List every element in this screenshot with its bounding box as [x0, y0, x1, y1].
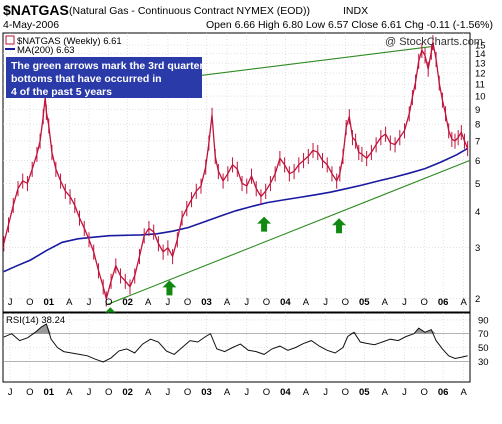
- rsi-tick-label: 50: [478, 343, 489, 354]
- x-tick-label: A: [145, 387, 152, 398]
- x-tick-label: J: [244, 387, 249, 398]
- price-tick-label: 9: [475, 105, 480, 116]
- x-tick-label: 05: [359, 387, 370, 398]
- x-tick-label: A: [303, 297, 310, 308]
- price-legend: $NATGAS (Weekly) 6.61 MA(200) 6.63: [5, 35, 122, 56]
- x-tick-label: O: [26, 297, 33, 308]
- watermark: @ StockCharts.com: [385, 36, 483, 48]
- price-tick-label: 15: [475, 41, 486, 52]
- price-tick-label: 8: [475, 120, 480, 131]
- rsi-tick-label: 90: [478, 315, 489, 326]
- x-tick-label: A: [382, 387, 389, 398]
- annotation-line: 4 of the past 5 years: [11, 86, 112, 98]
- x-tick-label: J: [8, 297, 13, 308]
- x-tick-label: A: [224, 387, 231, 398]
- price-legend-label: $NATGAS (Weekly) 6.61: [17, 36, 122, 47]
- x-tick-label: 05: [359, 297, 370, 308]
- x-tick-label: 03: [201, 297, 212, 308]
- x-tick-label: J: [8, 387, 13, 398]
- chart-exchange: INDX: [343, 5, 368, 17]
- rsi-axis: 30 50 70 90: [478, 315, 489, 367]
- chart-date: 4-May-2006: [3, 19, 59, 31]
- x-tick-label: O: [342, 387, 349, 398]
- x-tick-label: J: [165, 387, 170, 398]
- x-tick-label: 04: [280, 297, 291, 308]
- rsi-gridlines: [3, 313, 470, 382]
- price-tick-label: 4: [475, 207, 480, 218]
- rsi-x-axis: J O 01 A J O 02 A J O 03 A J O 04 A J O 05 A J O 06 A: [8, 387, 468, 398]
- price-x-axis: J O 01 A J O 02 A J O 03 A J O 04 A J O 05 A J O 06 A: [8, 297, 468, 308]
- price-tick-label: 10: [475, 92, 486, 103]
- x-tick-label: O: [263, 297, 270, 308]
- chart-symbol: $NATGAS: [3, 2, 69, 18]
- x-tick-label: O: [263, 387, 270, 398]
- x-tick-label: A: [382, 297, 389, 308]
- x-tick-label: A: [145, 297, 152, 308]
- rsi-line: [3, 323, 468, 363]
- annotation-box: [6, 57, 202, 98]
- price-tick-label: 7: [475, 136, 480, 147]
- green-arrow-icon: [257, 216, 272, 232]
- x-tick-label: 02: [122, 297, 133, 308]
- price-tick-label: 12: [475, 69, 486, 80]
- x-tick-label: A: [66, 297, 73, 308]
- ma-200-line: [3, 147, 469, 273]
- x-tick-label: J: [402, 387, 407, 398]
- x-tick-label: O: [26, 387, 33, 398]
- rsi-tick-label: 30: [478, 357, 489, 368]
- annotation-text: The green arrows mark the 3rd quarter bot…: [11, 60, 204, 98]
- chart-description: (Natural Gas - Continuous Contract NYMEX…: [69, 5, 310, 17]
- price-tick-label: 6: [475, 156, 480, 167]
- rsi-legend-label: RSI(14) 38.24: [6, 315, 65, 326]
- x-tick-label: 01: [43, 387, 54, 398]
- x-tick-label: 03: [201, 387, 212, 398]
- annotation-line: The green arrows mark the 3rd quarter: [11, 60, 204, 72]
- x-tick-label: J: [165, 297, 170, 308]
- x-tick-label: 06: [438, 297, 449, 308]
- x-tick-label: A: [224, 297, 231, 308]
- trendline: [105, 159, 471, 306]
- x-tick-label: 06: [438, 387, 449, 398]
- x-tick-label: A: [461, 387, 468, 398]
- x-tick-label: 02: [122, 387, 133, 398]
- x-tick-label: J: [244, 297, 249, 308]
- x-tick-label: 01: [43, 297, 54, 308]
- x-tick-label: O: [342, 297, 349, 308]
- ohlc-readout: Open 6.66 High 6.80 Low 6.57 Close 6.61 …: [206, 19, 493, 31]
- x-tick-label: J: [87, 387, 92, 398]
- price-tick-label: 5: [475, 179, 480, 190]
- x-tick-label: J: [323, 387, 328, 398]
- x-tick-label: J: [323, 297, 328, 308]
- rsi-tick-label: 70: [478, 329, 489, 340]
- annotation-line: bottoms that have occurred in: [11, 73, 162, 85]
- green-arrow-icon: [332, 218, 347, 234]
- x-tick-label: O: [421, 387, 428, 398]
- price-tick-label: 3: [475, 243, 480, 254]
- rsi-overbought-fill: [3, 324, 468, 334]
- x-tick-label: O: [421, 297, 428, 308]
- x-tick-label: O: [184, 387, 191, 398]
- x-tick-label: A: [461, 297, 468, 308]
- green-arrow-icon: [162, 280, 177, 296]
- price-line: [3, 35, 469, 307]
- price-tick-label: 2: [475, 294, 480, 305]
- x-tick-label: O: [184, 297, 191, 308]
- rsi-series-line: [3, 323, 468, 363]
- ma-line: [3, 147, 469, 273]
- price-legend-swatch: [5, 35, 15, 45]
- x-tick-label: A: [303, 387, 310, 398]
- x-tick-label: O: [105, 387, 112, 398]
- x-tick-label: O: [105, 297, 112, 308]
- x-tick-label: 04: [280, 387, 291, 398]
- x-tick-label: J: [87, 297, 92, 308]
- price-tick-label: 14: [475, 49, 486, 60]
- price-tick-label: 11: [475, 80, 485, 91]
- price-tick-label: 13: [475, 59, 486, 70]
- ma-legend-label: MA(200) 6.63: [17, 45, 75, 56]
- x-tick-label: A: [66, 387, 73, 398]
- x-tick-label: J: [402, 297, 407, 308]
